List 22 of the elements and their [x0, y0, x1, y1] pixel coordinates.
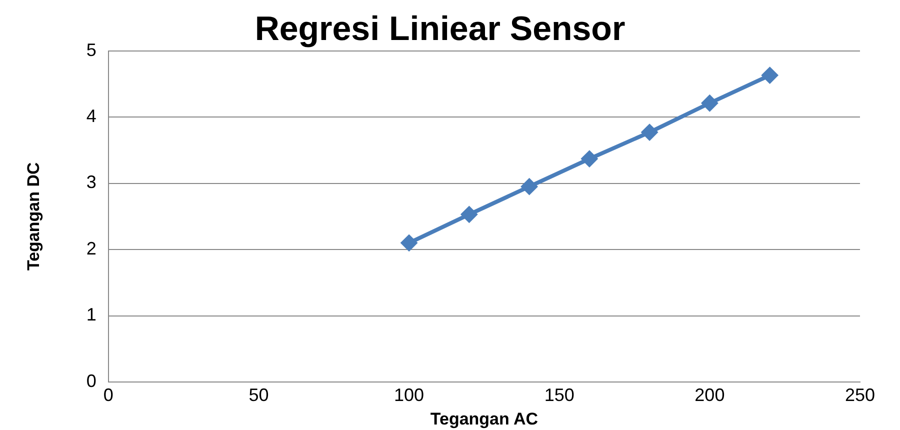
chart-title: Regresi Liniear Sensor [254, 10, 626, 48]
y-tick-label: 3 [86, 172, 96, 192]
y-tick-label: 0 [86, 370, 96, 391]
y-axis-title: Tegangan DC [24, 162, 43, 271]
point [400, 234, 418, 252]
point [580, 150, 598, 168]
y-tick-label: 5 [86, 40, 96, 60]
x-tick-label: 0 [103, 384, 114, 405]
point [520, 178, 538, 196]
x-tick-label: 250 [844, 384, 876, 405]
x-tick-label: 50 [248, 384, 269, 405]
x-axis-title: Tegangan AC [430, 409, 538, 428]
y-tick-label: 2 [86, 238, 96, 258]
x-tick-label: 100 [394, 384, 424, 405]
y-tick-label: 4 [86, 106, 96, 126]
x-tick-label: 150 [544, 384, 574, 405]
point [641, 124, 658, 141]
x-tick-label: 200 [694, 384, 725, 405]
point [701, 94, 718, 112]
y-tick-label: 1 [86, 304, 96, 325]
point [460, 206, 478, 223]
point [761, 66, 778, 84]
